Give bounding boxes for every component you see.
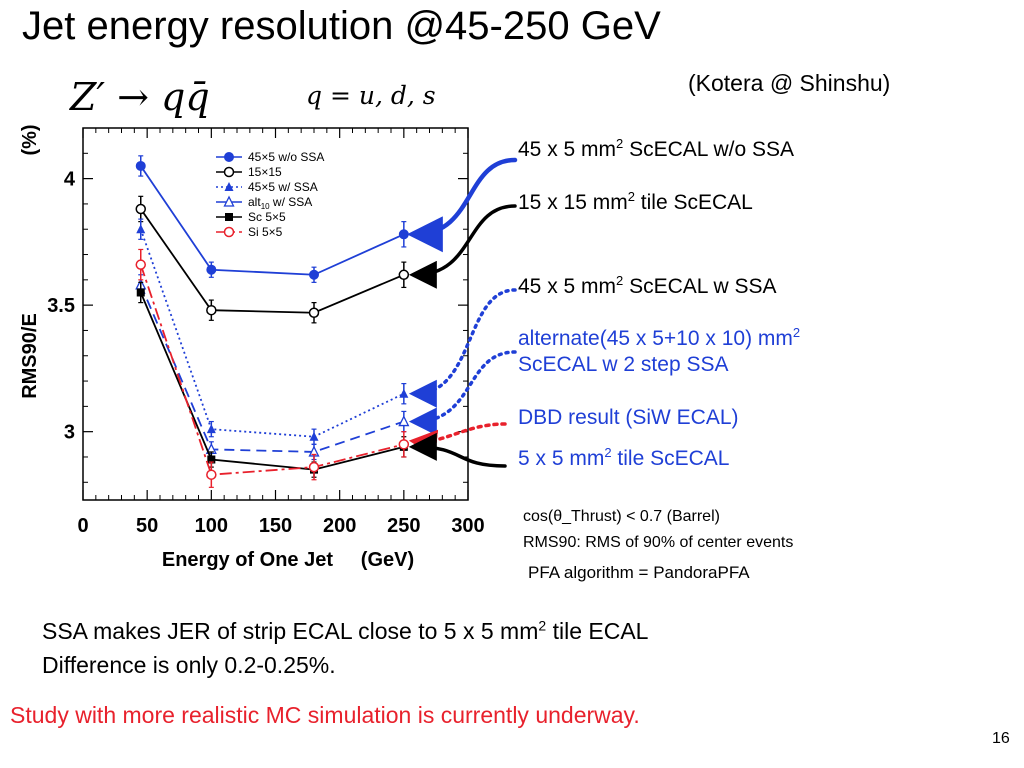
- y-axis-unit: (%): [19, 124, 41, 155]
- x-tick-label: 50: [136, 515, 158, 537]
- outlook-text: Study with more realistic MC simulation …: [10, 702, 640, 728]
- data-point: [398, 439, 410, 450]
- condition-thrust: cos(θ_Thrust) < 0.7 (Barrel): [523, 508, 720, 525]
- condition-pfa: PFA algorithm = PandoraPFA: [528, 563, 750, 582]
- y-tick-label: 3: [64, 422, 75, 444]
- data-point: [398, 229, 409, 240]
- data-point: [136, 224, 146, 234]
- label-alternate-ssa: alternate(45 x 5+10 x 10) mm2 ScECAL w 2…: [518, 325, 801, 376]
- annotation-arrows: [406, 157, 518, 468]
- data-point: [206, 264, 217, 275]
- label-45x5-w-ssa: 45 x 5 mm2 ScECAL w SSA: [518, 273, 777, 298]
- legend-marker: [224, 182, 234, 191]
- slide-title: Jet energy resolution @45-250 GeV: [22, 4, 661, 48]
- data-point: [206, 424, 216, 434]
- label-15x15-tile: 15 x 15 mm2 tile ScECAL: [518, 189, 753, 214]
- condition-rms90: RMS90: RMS of 90% of center events: [523, 534, 794, 551]
- conclusion-text: SSA makes JER of strip ECAL close to 5 x…: [42, 617, 649, 678]
- annotation-arrow: [408, 422, 507, 458]
- series-line: [139, 228, 405, 438]
- data-point: [308, 461, 320, 473]
- series-line: [140, 208, 405, 314]
- legend-entry: alt10 w/ SSA: [248, 195, 312, 211]
- series-line: [140, 165, 405, 276]
- annotation-arrow: [408, 350, 517, 436]
- data-point: [309, 431, 319, 441]
- data-point: [206, 304, 217, 316]
- legend-marker: [223, 166, 235, 178]
- legend-entry: 45×5 w/o SSA: [248, 150, 324, 164]
- data-point: [135, 203, 146, 215]
- legend-entry: 15×15: [248, 165, 282, 179]
- legend-entry: 45×5 w/ SSA: [248, 180, 318, 194]
- legend-entry: Si 5×5: [248, 225, 283, 239]
- x-tick-label: 250: [387, 515, 420, 537]
- annotation-arrow: [408, 204, 517, 289]
- data-point: [398, 415, 410, 427]
- legend-marker: [224, 152, 234, 162]
- y-tick-label: 3.5: [47, 295, 75, 317]
- data-point: [206, 469, 217, 480]
- x-tick-label: 300: [451, 515, 484, 537]
- data-point: [135, 259, 146, 270]
- credit-text: (Kotera @ Shinshu): [688, 70, 891, 96]
- data-point: [398, 269, 410, 281]
- page-number: 16: [992, 730, 1010, 747]
- series-line: [139, 264, 405, 476]
- annotation-arrow: [408, 288, 517, 408]
- series-line: [139, 284, 405, 453]
- series-line: [139, 292, 405, 471]
- legend-marker: [225, 213, 233, 221]
- data-point: [136, 288, 145, 297]
- data-point: [309, 269, 319, 280]
- y-axis-label: RMS90/E: [19, 313, 41, 399]
- data-point: [399, 388, 409, 398]
- x-tick-label: 0: [77, 515, 88, 537]
- label-5x5-tile: 5 x 5 mm2 tile ScECAL: [518, 445, 730, 470]
- legend-marker: [223, 226, 235, 238]
- x-tick-label: 100: [195, 515, 228, 537]
- data-point: [308, 307, 320, 318]
- x-tick-label: 150: [259, 515, 292, 537]
- legend-marker: [223, 195, 235, 207]
- label-45x5-wo-ssa: 45 x 5 mm2 ScECAL w/o SSA: [518, 136, 795, 161]
- x-tick-label: 200: [323, 515, 356, 537]
- legend-entry: Sc 5×5: [248, 210, 286, 224]
- y-tick-label: 4: [64, 169, 76, 191]
- annotation-arrow: [408, 432, 507, 468]
- data-point: [135, 160, 146, 171]
- process-label: Z′ → qq̄: [69, 75, 210, 119]
- data-point: [207, 455, 216, 464]
- label-dbd-siw: DBD result (SiW ECAL): [518, 406, 739, 429]
- quark-label: q = u, d, s: [306, 81, 436, 110]
- annotation-arrow: [406, 157, 518, 253]
- x-axis-label: Energy of One Jet (GeV): [162, 549, 414, 571]
